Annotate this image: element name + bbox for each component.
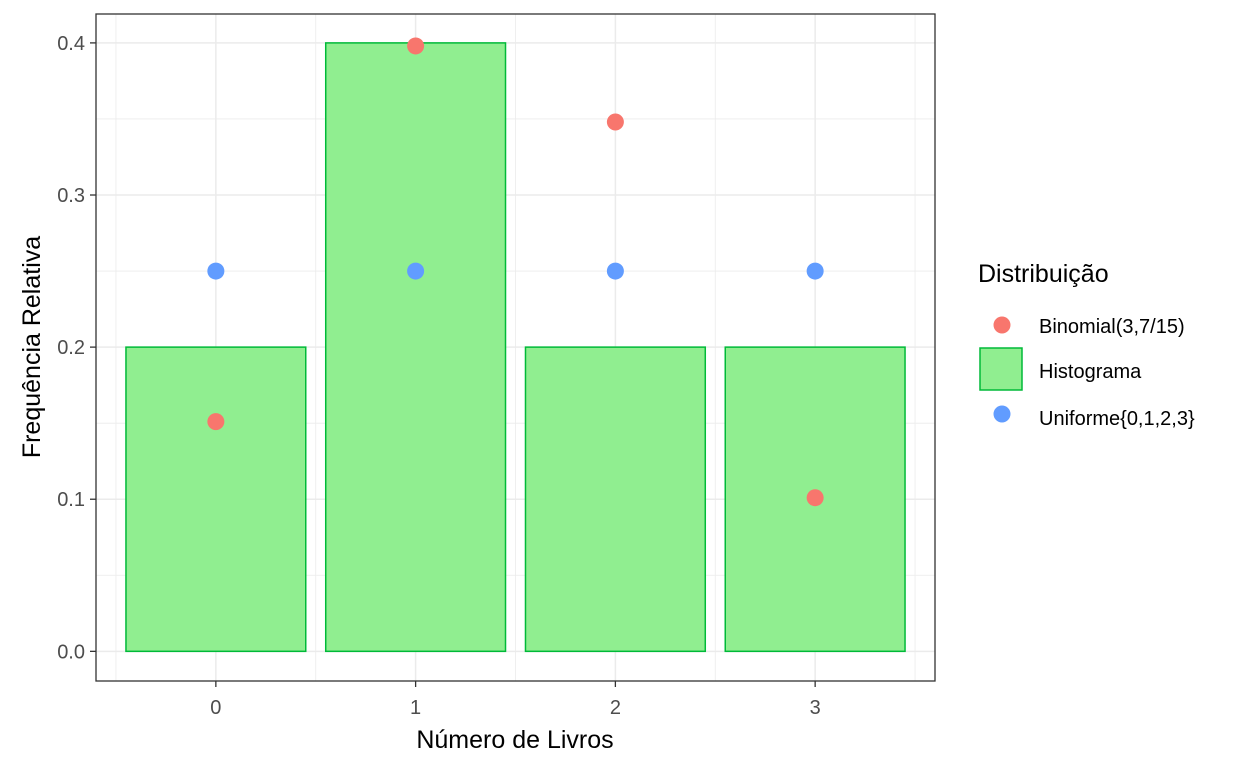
histogram-bars	[125, 42, 906, 653]
legend-label-histograma: Histograma	[1039, 361, 1142, 383]
x-tick-label: 3	[810, 697, 821, 719]
binomial-point	[606, 113, 624, 131]
uniforme-point	[806, 262, 824, 280]
y-tick-label: 0.3	[57, 185, 85, 207]
legend-key-uniforme	[993, 405, 1011, 423]
y-tick-label: 0.1	[57, 489, 85, 511]
x-tick-label: 2	[610, 697, 621, 719]
uniforme-point	[606, 262, 624, 280]
binomial-point	[207, 413, 225, 431]
x-axis: 0 1 2 3	[210, 681, 821, 719]
legend-key-histograma	[979, 347, 1023, 391]
binomial-point	[806, 489, 824, 507]
uniforme-point	[207, 262, 225, 280]
x-axis-label: Número de Livros	[416, 726, 613, 754]
legend-label-binomial: Binomial(3,7/15)	[1039, 316, 1185, 338]
legend: Distribuição Binomial(3,7/15) Histograma…	[978, 260, 1195, 430]
uniforme-point	[407, 262, 425, 280]
y-tick-label: 0.0	[57, 641, 85, 663]
histogram-bar	[324, 42, 507, 653]
legend-key-binomial	[993, 316, 1011, 334]
points	[207, 37, 824, 507]
binomial-point	[407, 37, 425, 55]
x-tick-label: 0	[210, 697, 221, 719]
legend-title: Distribuição	[978, 260, 1109, 288]
y-axis-label: Frequência Relativa	[18, 236, 46, 458]
y-tick-label: 0.4	[57, 33, 85, 55]
x-tick-label: 1	[410, 697, 421, 719]
histogram-bar	[125, 346, 307, 653]
legend-label-uniforme: Uniforme{0,1,2,3}	[1039, 408, 1195, 430]
histogram-bar	[524, 346, 707, 653]
y-axis: 0.0 0.1 0.2 0.3 0.4	[57, 33, 96, 663]
y-tick-label: 0.2	[57, 337, 85, 359]
